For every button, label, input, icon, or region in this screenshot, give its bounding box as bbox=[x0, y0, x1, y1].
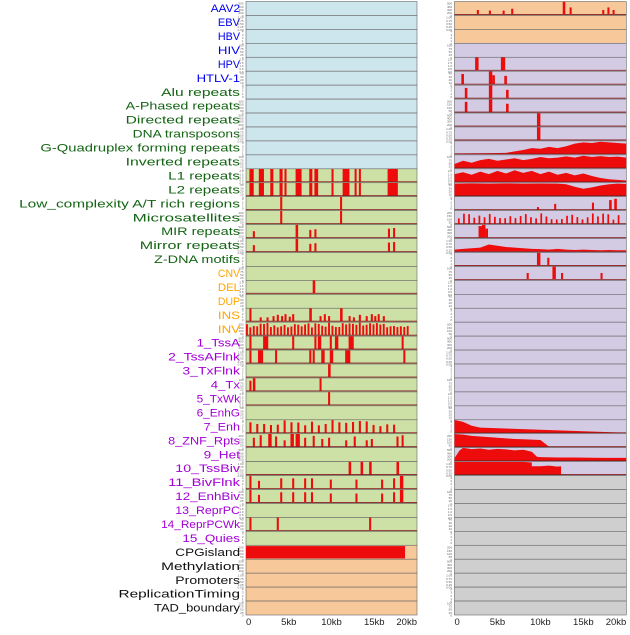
svg-text:10kb: 10kb bbox=[530, 617, 551, 628]
svg-text:MIR repeats: MIR repeats bbox=[161, 226, 241, 238]
svg-text:Mirror repeats: Mirror repeats bbox=[140, 240, 241, 252]
svg-text:HBV: HBV bbox=[218, 31, 241, 43]
svg-text:INV: INV bbox=[218, 324, 241, 336]
svg-text:5kb: 5kb bbox=[490, 617, 505, 628]
svg-text:DEL: DEL bbox=[218, 282, 240, 294]
svg-text:ReplicationTiming: ReplicationTiming bbox=[119, 589, 241, 601]
svg-text:L1 repeats: L1 repeats bbox=[168, 170, 240, 182]
svg-text:20kb: 20kb bbox=[396, 617, 417, 628]
svg-text:2_TssAFlnk: 2_TssAFlnk bbox=[168, 352, 240, 364]
svg-text:5_TxWk: 5_TxWk bbox=[197, 394, 241, 406]
svg-text:INS: INS bbox=[218, 310, 240, 322]
svg-text:0: 0 bbox=[455, 617, 460, 628]
svg-text:DNA transposons: DNA transposons bbox=[133, 129, 241, 141]
svg-text:TAD_boundary: TAD_boundary bbox=[154, 603, 241, 615]
svg-text:12_EnhBiv: 12_EnhBiv bbox=[175, 491, 240, 503]
svg-text:Low_complexity A/T rich region: Low_complexity A/T rich regions bbox=[19, 198, 241, 210]
svg-text:10_TssBiv: 10_TssBiv bbox=[175, 463, 240, 475]
svg-text:Promoters: Promoters bbox=[175, 575, 240, 587]
svg-text:0: 0 bbox=[246, 617, 251, 628]
svg-text:AAV2: AAV2 bbox=[211, 3, 240, 15]
svg-text:HPV: HPV bbox=[218, 59, 241, 71]
svg-text:DUP: DUP bbox=[218, 296, 240, 308]
svg-text:14_ReprPCWk: 14_ReprPCWk bbox=[161, 519, 240, 531]
svg-text:7_Enh: 7_Enh bbox=[204, 421, 240, 433]
svg-text:4_Tx: 4_Tx bbox=[211, 380, 241, 392]
svg-text:11_BivFlnk: 11_BivFlnk bbox=[168, 477, 240, 489]
svg-text:15_Quies: 15_Quies bbox=[182, 533, 240, 545]
svg-text:9_Het: 9_Het bbox=[204, 449, 240, 461]
svg-text:15kb: 15kb bbox=[364, 617, 385, 628]
svg-text:20kb: 20kb bbox=[606, 617, 627, 628]
svg-text:HTLV-1: HTLV-1 bbox=[197, 73, 240, 85]
svg-text:Methylation: Methylation bbox=[161, 561, 240, 573]
svg-text:6_EnhG: 6_EnhG bbox=[197, 407, 240, 419]
svg-text:Directed repeats: Directed repeats bbox=[126, 115, 241, 127]
svg-text:Alu repeats: Alu repeats bbox=[161, 87, 241, 99]
svg-text:CPGisland: CPGisland bbox=[175, 547, 240, 559]
svg-text:8_ZNF_Rpts: 8_ZNF_Rpts bbox=[168, 435, 240, 447]
svg-text:G-Quadruplex forming repeats: G-Quadruplex forming repeats bbox=[40, 143, 240, 155]
svg-text:10kb: 10kb bbox=[321, 617, 342, 628]
svg-text:Microsatellites: Microsatellites bbox=[133, 212, 241, 224]
svg-text:1_TssA: 1_TssA bbox=[197, 338, 241, 350]
svg-text:15kb: 15kb bbox=[573, 617, 594, 628]
svg-text:CNV: CNV bbox=[218, 268, 241, 280]
svg-text:5kb: 5kb bbox=[281, 617, 296, 628]
svg-text:Inverted repeats: Inverted repeats bbox=[126, 156, 241, 168]
svg-text:L2 repeats: L2 repeats bbox=[168, 184, 240, 196]
svg-text:A-Phased repeats: A-Phased repeats bbox=[126, 101, 241, 113]
svg-text:Z-DNA motifs: Z-DNA motifs bbox=[154, 254, 241, 266]
svg-text:HIV: HIV bbox=[218, 45, 241, 57]
svg-text:13_ReprPC: 13_ReprPC bbox=[175, 505, 240, 517]
svg-text:3_TxFlnk: 3_TxFlnk bbox=[182, 366, 240, 378]
